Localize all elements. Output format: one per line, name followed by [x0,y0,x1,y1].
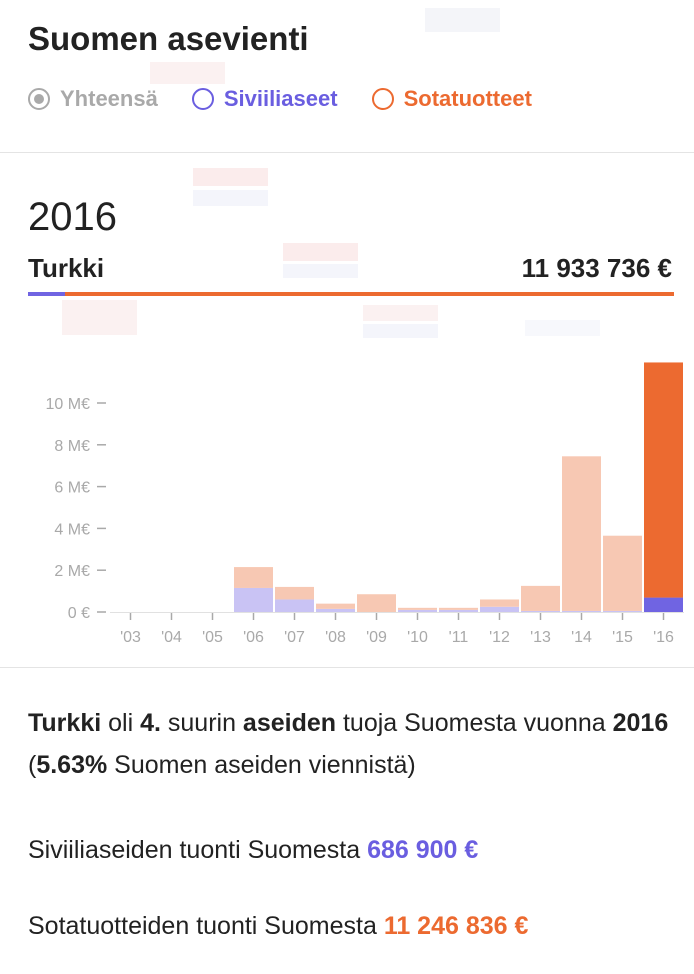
bar-military-09[interactable] [357,594,396,612]
military-import-label: Sotatuotteiden tuonti Suomesta [28,912,384,940]
bar-military-07[interactable] [275,586,314,600]
sentence-part: Suomen aseiden viennistä) [107,751,416,779]
bar-military-11[interactable] [439,607,478,610]
view-selector: Yhteensä Siviiliaseet Sotatuotteet [28,86,566,112]
selected-year: 2016 [28,195,117,239]
export-bar-chart: 0 € 2 M€ 4 M€ 6 M€ 8 M€ 10 M€ '03 '04 '05 '06 '07 '… [46,362,684,646]
divider [0,152,694,153]
radio-civilian-label: Siviiliaseet [223,86,338,111]
x-tick-label: '08 [325,629,346,646]
x-tick-label: '09 [366,629,387,646]
bar-civilian-07[interactable] [275,599,314,612]
radio-total[interactable]: Yhteensä [28,86,158,112]
bar-civilian-08[interactable] [316,608,355,612]
background-decoration [150,62,225,84]
radio-circle-icon [191,88,214,110]
sentence-part: suurin [160,709,243,737]
x-tick-label: '03 [120,629,141,646]
background-decoration [193,168,268,186]
bar-civilian-11[interactable] [439,609,478,612]
bar-civilian-13[interactable] [521,610,560,612]
x-tick-label: '04 [161,629,182,646]
bar-civilian-14[interactable] [562,610,601,612]
y-tick-label: 0 € [68,605,90,622]
x-tick-label: '15 [612,629,633,646]
sentence-part: oli [101,709,141,737]
radio-total-label: Yhteensä [60,86,158,111]
radio-military-label: Sotatuotteet [403,86,532,111]
x-tick-label: '11 [449,629,469,646]
selected-country: Turkki [28,253,105,283]
x-tick-label: '10 [407,629,428,646]
divider [0,667,694,668]
share-bar [28,292,674,296]
y-tick-label: 2 M€ [54,563,90,580]
military-import-line: Sotatuotteiden tuonti Suomesta 11 246 83… [28,912,528,941]
x-tick-label: '16 [653,629,674,646]
x-tick-label: '14 [571,629,592,646]
x-tick-label: '06 [243,629,264,646]
radio-military[interactable]: Sotatuotteet [371,86,532,112]
share-bar-military [65,292,674,296]
sentence-year: 2016 [612,709,669,737]
sentence-percentage: 5.63% [36,751,108,779]
sentence-keyword: aseiden [242,709,337,737]
background-decoration [425,8,500,32]
radio-circle-icon [28,88,50,110]
y-tick-label: 6 M€ [54,480,90,497]
bar-military-06[interactable] [234,567,273,588]
background-decoration [283,264,358,278]
x-tick-label: '13 [530,629,551,646]
bar-civilian-06[interactable] [234,587,273,612]
y-tick-label: 10 M€ [46,396,91,413]
page-title: Suomen asevienti [28,20,309,57]
background-decoration [193,190,268,206]
radio-civilian[interactable]: Siviiliaseet [191,86,338,112]
rank-sentence: Turkki oli 4. suurin aseiden tuoja Suome… [28,702,678,786]
background-decoration [525,320,600,336]
bar-military-14[interactable] [562,456,601,611]
background-decoration [283,243,358,261]
share-bar-civilian [28,292,66,296]
bar-military-10[interactable] [398,607,437,610]
background-decoration [62,300,137,335]
bar-military-16[interactable] [644,362,683,598]
radio-circle-icon [371,88,394,110]
civilian-import-value: 686 900 € [367,836,479,864]
y-tick-label: 4 M€ [54,521,90,538]
x-tick-label: '05 [202,629,223,646]
background-decoration [363,324,438,338]
military-import-value: 11 246 836 € [383,912,529,940]
selected-total: 11 933 736 € [521,253,672,283]
x-tick-label: '12 [489,629,510,646]
bar-military-15[interactable] [603,535,642,611]
sentence-rank: 4. [140,709,161,737]
civilian-import-label: Siviiliaseiden tuonti Suomesta [28,836,368,864]
y-tick-label: 8 M€ [54,438,90,455]
background-decoration [363,305,438,321]
bar-civilian-10[interactable] [398,609,437,612]
sentence-country: Turkki [28,709,102,737]
bar-military-08[interactable] [316,603,355,609]
bar-civilian-16[interactable] [644,597,683,612]
sentence-part: tuoja Suomesta vuonna [336,709,613,737]
bar-military-12[interactable] [480,599,519,607]
bar-civilian-15[interactable] [603,610,642,612]
bar-civilian-12[interactable] [480,606,519,612]
bar-military-13[interactable] [521,585,560,611]
sentence-part: ( [28,751,37,779]
civilian-import-line: Siviiliaseiden tuonti Suomesta 686 900 € [28,836,478,865]
x-tick-label: '07 [284,629,305,646]
